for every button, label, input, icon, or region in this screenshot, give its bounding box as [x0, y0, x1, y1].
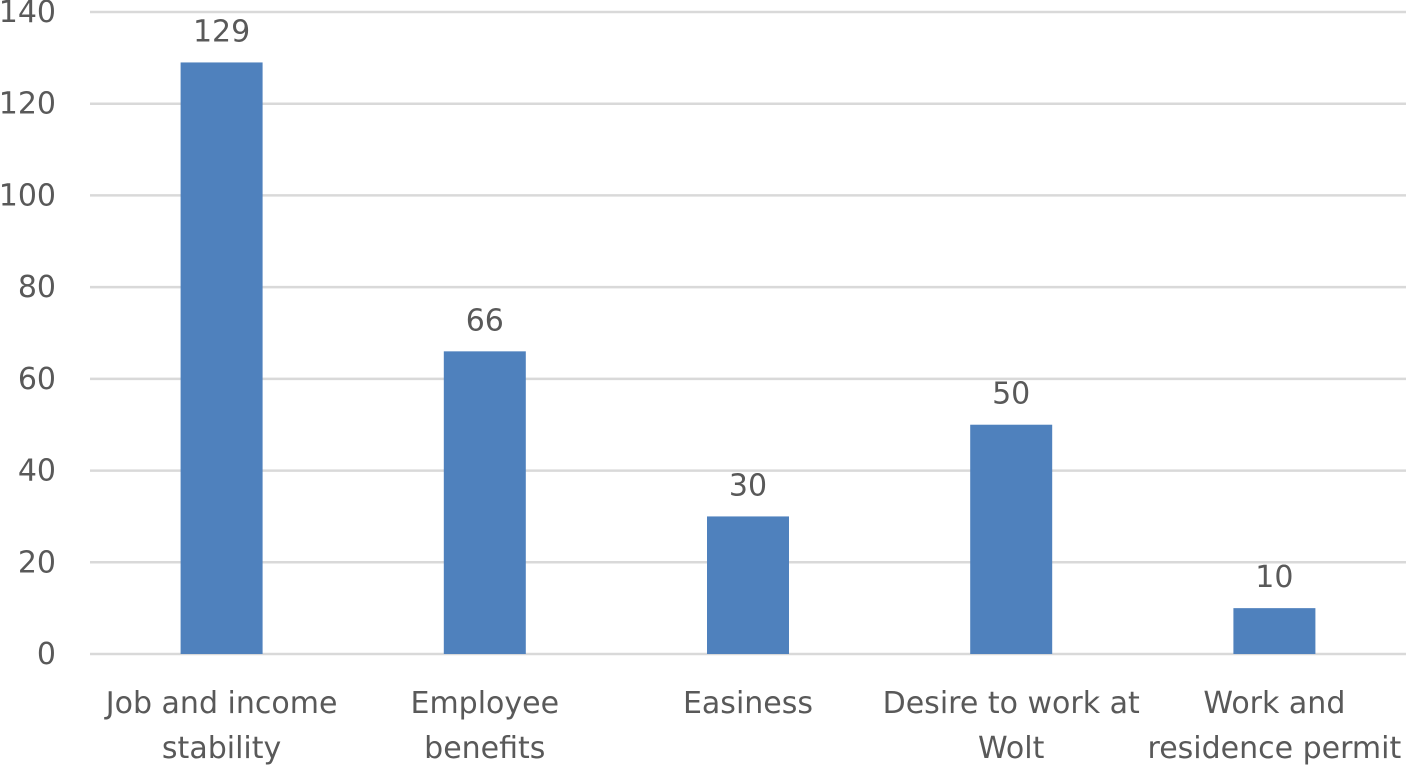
- category-label-line: Employee: [411, 686, 560, 721]
- bar-1: [443, 351, 526, 654]
- bar-2: [707, 516, 789, 654]
- category-label: Easiness: [683, 686, 813, 721]
- category-label: Desire to work at Wolt: [883, 686, 1140, 766]
- category-label-line: benefits: [424, 731, 545, 766]
- bar-0: [180, 62, 263, 654]
- data-labels: 129 66 30 50 10: [193, 14, 1294, 595]
- bars: [180, 62, 1316, 654]
- category-label: Work and residence permit: [1148, 686, 1402, 766]
- y-tick-label: 0: [37, 637, 56, 672]
- y-tick-label: 140: [0, 0, 56, 30]
- category-label-line: residence permit: [1148, 731, 1402, 766]
- category-label-line: Work and: [1203, 686, 1345, 721]
- category-label-line: Job and income: [104, 686, 338, 721]
- y-tick-label: 20: [18, 545, 56, 580]
- y-tick-label: 120: [0, 87, 56, 122]
- data-label: 50: [992, 377, 1030, 412]
- y-tick-label: 60: [18, 362, 56, 397]
- category-label: Job and income stability: [104, 686, 338, 766]
- category-label: Employee benefits: [411, 686, 560, 766]
- category-label-line: Wolt: [978, 731, 1045, 766]
- category-label-line: Easiness: [683, 686, 813, 721]
- data-label: 129: [193, 14, 250, 49]
- y-axis-ticks: 0 20 40 60 80 100 120 140: [0, 0, 56, 672]
- bar-4: [1233, 608, 1316, 654]
- category-label-line: Desire to work at: [883, 686, 1140, 721]
- data-label: 10: [1255, 560, 1293, 595]
- gridlines: [90, 10, 1406, 656]
- y-tick-label: 80: [18, 270, 56, 305]
- y-tick-label: 40: [18, 454, 56, 489]
- data-label: 66: [466, 303, 504, 338]
- bar-3: [970, 424, 1053, 654]
- y-tick-label: 100: [0, 178, 56, 213]
- data-label: 30: [729, 468, 767, 503]
- category-label-line: stability: [162, 731, 281, 766]
